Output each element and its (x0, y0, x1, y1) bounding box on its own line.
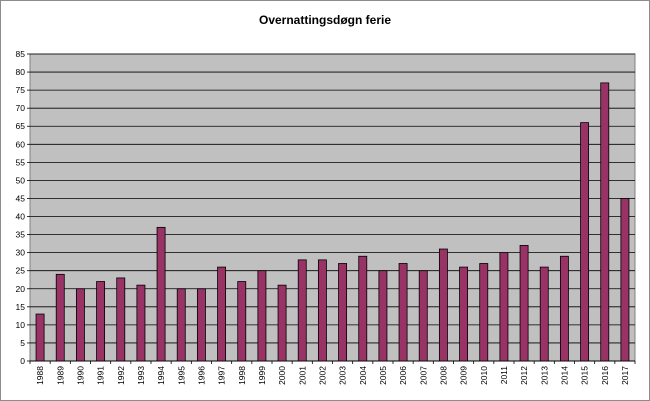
x-tick-label: 1994 (156, 366, 166, 385)
bar-2013 (539, 266, 549, 362)
bar-2005 (378, 270, 388, 362)
x-tick-label: 1995 (176, 366, 186, 385)
y-tick-label: 55 (16, 157, 26, 167)
x-tick-label: 2016 (600, 366, 610, 385)
bar-2017 (620, 198, 630, 362)
x-tick-label: 2010 (479, 366, 489, 385)
bar-2014 (559, 255, 569, 362)
x-tick-label: 2000 (277, 366, 287, 385)
bars (35, 82, 630, 362)
bar-1990 (75, 288, 85, 362)
x-tick-label: 1998 (237, 366, 247, 385)
bar-2006 (398, 263, 408, 362)
y-tick-label: 65 (16, 121, 26, 131)
y-tick-label: 45 (16, 193, 26, 203)
x-tick-label: 2002 (317, 366, 327, 385)
bar-2008 (438, 248, 448, 362)
bar-2000 (277, 284, 287, 362)
bar-1989 (55, 273, 65, 362)
x-tick-label: 2011 (499, 366, 509, 385)
y-axis-ticks: 0 5 10 15 20 25 30 35 40 45 50 55 60 65 70 75 80 85 (16, 49, 30, 366)
bar-1998 (237, 281, 247, 362)
x-tick-label: 1988 (35, 366, 45, 385)
x-tick-label: 2012 (519, 366, 529, 385)
bar-1994 (156, 226, 166, 362)
x-tick-label: 1991 (96, 366, 106, 385)
bar-2004 (358, 255, 368, 362)
x-tick-label: 2006 (398, 366, 408, 385)
bar-1991 (96, 281, 106, 362)
bar-1995 (176, 288, 186, 362)
x-tick-label: 2005 (378, 366, 388, 385)
x-tick-label: 2017 (620, 366, 630, 385)
bar-2012 (519, 245, 529, 362)
x-tick-label: 2003 (338, 366, 348, 385)
y-tick-label: 5 (20, 338, 25, 348)
x-axis-ticks: 1988 1989 1990 1991 1992 1993 1994 1995 1996 1997… (29, 361, 636, 385)
bar-1992 (116, 277, 126, 362)
y-tick-label: 35 (16, 230, 26, 240)
gridlines (30, 53, 635, 362)
bar-1997 (217, 266, 227, 362)
y-tick-label: 75 (16, 85, 26, 95)
x-tick-label: 2004 (358, 366, 368, 385)
y-tick-label: 60 (16, 139, 26, 149)
y-tick-label: 15 (16, 302, 26, 312)
x-tick-label: 1989 (55, 366, 65, 385)
bar-1996 (196, 288, 206, 362)
x-tick-label: 2015 (580, 366, 590, 385)
bar-2007 (418, 270, 428, 362)
chart-title: Overnattingsdøgn ferie (259, 13, 391, 27)
x-tick-label: 2008 (438, 366, 448, 385)
bar-2016 (600, 82, 610, 362)
x-tick-label: 2009 (459, 366, 469, 385)
x-tick-label: 1993 (136, 366, 146, 385)
x-tick-label: 1999 (257, 366, 267, 385)
x-tick-label: 1997 (217, 366, 227, 385)
y-tick-label: 0 (20, 356, 25, 366)
x-tick-label: 2007 (418, 366, 428, 385)
y-tick-label: 25 (16, 266, 26, 276)
bar-2009 (459, 266, 469, 362)
bar-2002 (317, 259, 327, 362)
y-tick-label: 80 (16, 67, 26, 77)
y-tick-label: 10 (16, 320, 26, 330)
y-tick-label: 30 (16, 248, 26, 258)
bar-2003 (338, 263, 348, 362)
bar-2011 (499, 252, 509, 362)
plot-area (29, 53, 636, 362)
y-tick-label: 50 (16, 175, 26, 185)
x-tick-label: 1996 (196, 366, 206, 385)
y-tick-label: 70 (16, 103, 26, 113)
bar-2001 (297, 259, 307, 362)
x-tick-label: 1992 (116, 366, 126, 385)
x-tick-label: 2014 (559, 366, 569, 385)
bar-2015 (580, 122, 590, 362)
y-tick-label: 20 (16, 284, 26, 294)
x-tick-label: 1990 (75, 366, 85, 385)
x-tick-label: 2013 (539, 366, 549, 385)
x-tick-label: 2001 (297, 366, 307, 385)
y-tick-label: 85 (16, 49, 26, 59)
bar-1993 (136, 284, 146, 362)
bar-1999 (257, 270, 267, 362)
bar-1988 (35, 313, 45, 362)
y-tick-label: 40 (16, 212, 26, 222)
bar-2010 (479, 263, 489, 362)
